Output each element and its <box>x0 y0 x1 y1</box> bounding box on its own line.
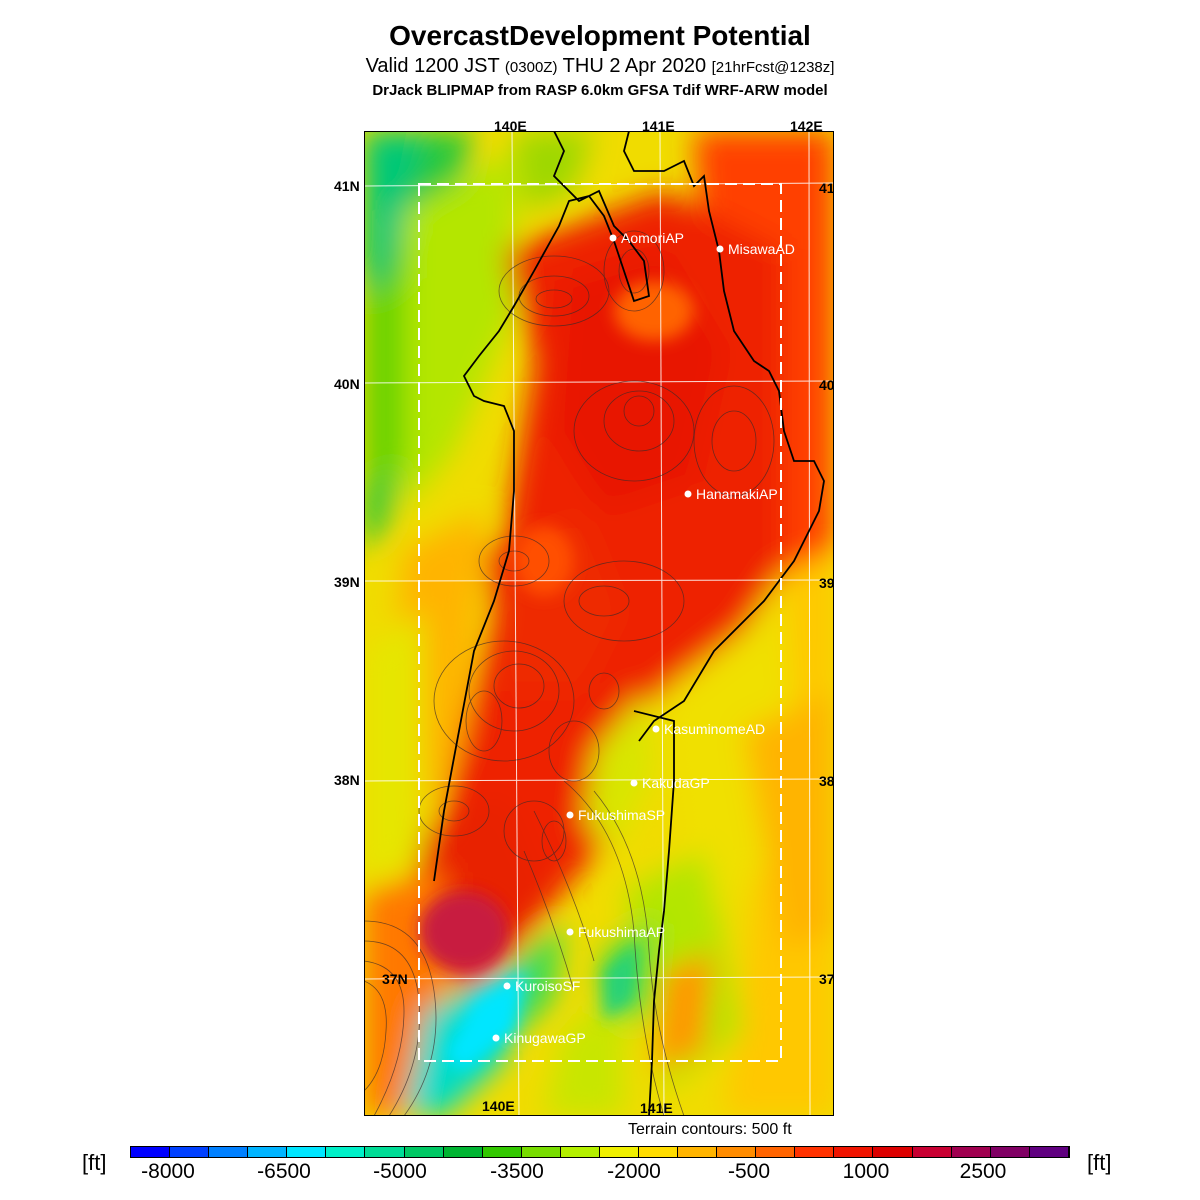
scale-swatch <box>209 1147 249 1157</box>
scale-swatch <box>443 1147 483 1157</box>
scale-swatch <box>1029 1147 1069 1157</box>
station-marker <box>566 928 574 936</box>
lon-label-top: 142E <box>790 118 823 134</box>
scale-swatch <box>639 1147 679 1157</box>
valid-prefix: Valid 1200 JST <box>365 55 500 77</box>
station-label: AomoriAP <box>621 230 684 246</box>
lat-label-left: 41N <box>334 178 360 194</box>
scale-swatch <box>678 1147 718 1157</box>
lon-label-bottom: 140E <box>482 1098 515 1114</box>
unit-label-right: [ft] <box>1087 1150 1112 1175</box>
scale-swatch <box>717 1147 757 1157</box>
forecast-map: AomoriAP MisawaAD HanamakiAP KasuminomeA… <box>364 131 834 1116</box>
station-label: KinugawaGP <box>504 1030 586 1046</box>
scale-swatch <box>482 1147 522 1157</box>
lon-label-top: 140E <box>494 118 527 134</box>
scale-swatch <box>795 1147 835 1157</box>
station-label: FukushimaSP <box>578 807 665 823</box>
scale-swatch <box>131 1147 171 1157</box>
lon-label-top: 141E <box>642 118 675 134</box>
valid-date: THU 2 Apr 2020 <box>562 55 707 77</box>
scale-swatch <box>873 1147 913 1157</box>
scale-tick-label: 1000 <box>842 1160 890 1183</box>
scale-swatch <box>990 1147 1030 1157</box>
terrain-contour-note: Terrain contours: 500 ft <box>628 1121 792 1138</box>
station-marker <box>630 779 638 787</box>
chart-title: OvercastDevelopment Potential <box>389 20 811 51</box>
scale-swatch <box>912 1147 952 1157</box>
station-label: MisawaAD <box>728 241 795 257</box>
scale-swatch <box>404 1147 444 1157</box>
station-label: KuroisoSF <box>515 978 580 994</box>
station-marker <box>609 234 617 242</box>
station-marker <box>492 1034 500 1042</box>
lat-label-right: 38N <box>819 773 834 789</box>
scale-tick-label: -8000 <box>141 1160 195 1183</box>
lat-label-right: 41N <box>819 180 834 196</box>
scale-swatch <box>326 1147 366 1157</box>
station-label: KasuminomeAD <box>664 721 765 737</box>
station-marker <box>503 982 511 990</box>
coastline <box>433 131 825 1116</box>
lon-label-bottom: 141E <box>640 1100 673 1116</box>
scale-tick-label: 2500 <box>959 1160 1007 1183</box>
scale-swatch <box>560 1147 600 1157</box>
scale-swatch <box>599 1147 640 1157</box>
stations: AomoriAP MisawaAD HanamakiAP KasuminomeA… <box>492 230 795 1046</box>
color-detail <box>419 281 694 1071</box>
lat-label-left: 40N <box>334 376 360 392</box>
forecast-info: [21hrFcst@1238z] <box>711 59 835 76</box>
station-marker <box>566 811 574 819</box>
scale-tick-label: -500 <box>727 1160 771 1183</box>
scale-tick-label: -2000 <box>607 1160 661 1183</box>
station-marker <box>716 245 724 253</box>
map-frame <box>364 131 834 1116</box>
scale-swatch <box>834 1147 874 1157</box>
color-field <box>364 131 834 1116</box>
scale-swatch <box>170 1147 210 1157</box>
lat-label-right: 37N <box>819 971 834 987</box>
scale-swatch <box>248 1147 288 1157</box>
scale-swatch <box>756 1147 796 1157</box>
scale-swatch <box>521 1147 561 1157</box>
graticule <box>364 131 834 1116</box>
valid-utc: (0300Z) <box>504 59 558 76</box>
inner-domain-box <box>418 183 782 1062</box>
station-label: KakudaGP <box>642 775 710 791</box>
model-info: DrJack BLIPMAP from RASP 6.0km GFSA Tdif… <box>372 82 828 99</box>
valid-time-line: Valid 1200 JST (0300Z) THU 2 Apr 2020 [2… <box>0 55 1200 78</box>
station-label: HanamakiAP <box>696 486 778 502</box>
color-scale-bar <box>130 1146 1070 1158</box>
scale-tick-label: -5000 <box>373 1160 427 1183</box>
scale-swatch <box>365 1147 405 1157</box>
scale-tick-label: -6500 <box>257 1160 311 1183</box>
station-marker <box>684 490 692 498</box>
station-marker <box>652 725 660 733</box>
lat-label-left: 39N <box>334 574 360 590</box>
scale-swatch <box>287 1147 327 1157</box>
scale-tick-label: -3500 <box>490 1160 544 1183</box>
lat-label-right: 40N <box>819 377 834 393</box>
unit-label-left: [ft] <box>82 1150 107 1175</box>
scale-swatch <box>951 1147 991 1157</box>
lat-label-left: 38N <box>334 772 360 788</box>
station-label: FukushimaAP <box>578 924 665 940</box>
lat-label-left-inner: 37N <box>382 971 408 987</box>
terrain-contours <box>364 230 775 1116</box>
lat-label-right: 39N <box>819 575 834 591</box>
